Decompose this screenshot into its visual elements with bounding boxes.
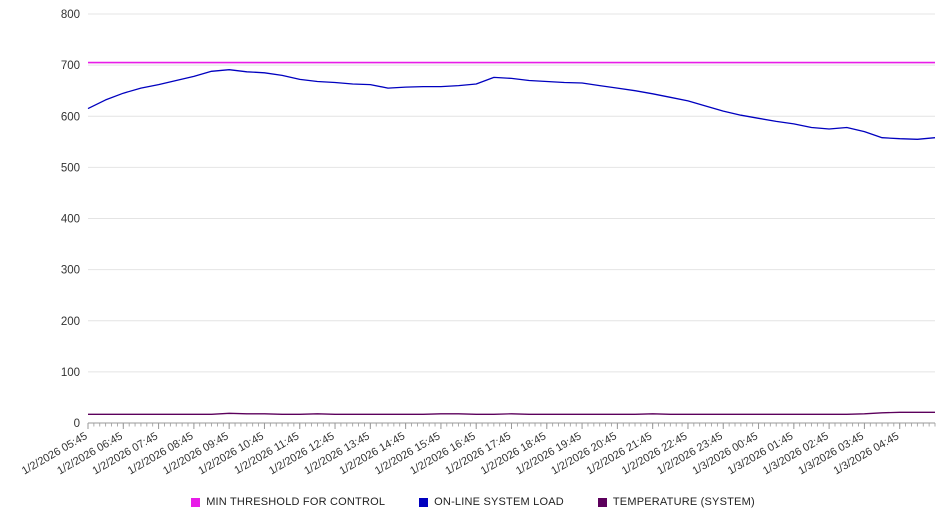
legend-swatch — [597, 497, 607, 507]
legend-swatch — [419, 497, 429, 507]
y-axis-label: 800 — [61, 9, 80, 21]
y-axis-label: 500 — [61, 162, 80, 174]
y-axis-label: 200 — [61, 316, 80, 328]
y-axis-label: 100 — [61, 367, 80, 379]
legend-label: ON-LINE SYSTEM LOAD — [434, 496, 564, 508]
legend-label: MIN THRESHOLD FOR CONTROL — [206, 496, 386, 508]
series-line-2 — [88, 411, 935, 415]
legend-item-system-load[interactable]: ON-LINE SYSTEM LOAD — [419, 496, 564, 508]
y-axis-label: 300 — [61, 265, 80, 277]
legend-item-temperature[interactable]: TEMPERATURE (SYSTEM) — [597, 496, 755, 508]
legend-swatch — [191, 497, 201, 507]
y-axis-label: 600 — [61, 111, 80, 123]
y-axis-label: 700 — [61, 60, 80, 72]
chart-legend: MIN THRESHOLD FOR CONTROL ON-LINE SYSTEM… — [0, 494, 946, 508]
legend-label: TEMPERATURE (SYSTEM) — [612, 496, 755, 508]
legend-item-min-threshold[interactable]: MIN THRESHOLD FOR CONTROL — [191, 496, 385, 508]
series-line-1 — [87, 69, 936, 140]
y-axis-label: 400 — [61, 214, 80, 226]
y-axis-label: 0 — [74, 418, 80, 430]
